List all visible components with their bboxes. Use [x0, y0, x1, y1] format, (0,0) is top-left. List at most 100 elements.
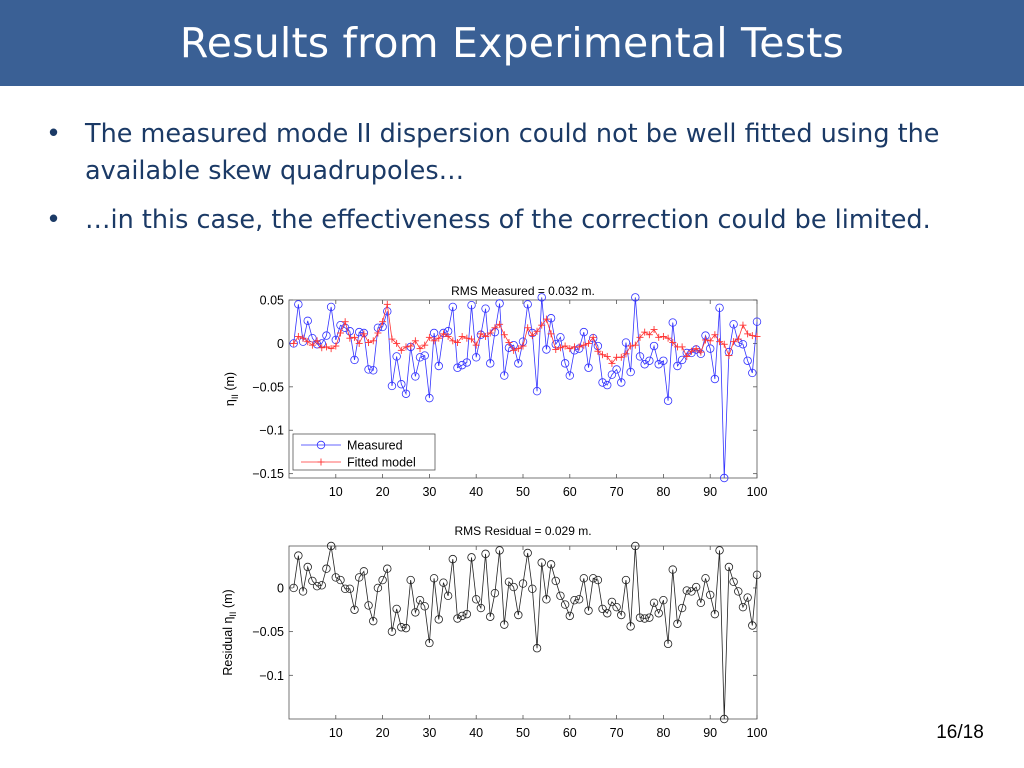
- data-point: [518, 579, 528, 588]
- data-point: [303, 562, 312, 572]
- data-point: [617, 378, 626, 387]
- data-point: [598, 604, 607, 614]
- data-point: [407, 342, 415, 350]
- data-point: [420, 351, 429, 360]
- data-point: [415, 595, 425, 605]
- data-point: [607, 597, 617, 607]
- data-point: [744, 330, 752, 338]
- data-point: [739, 321, 747, 329]
- data-point: [411, 372, 420, 381]
- bullet-list: • The measured mode II dispersion could …: [46, 116, 1006, 251]
- data-point: [622, 350, 630, 358]
- y-tick-label: −0.1: [259, 669, 284, 683]
- data-point: [421, 341, 429, 349]
- data-point: [397, 380, 406, 389]
- data-point: [429, 328, 439, 338]
- data-point: [579, 327, 589, 337]
- bullet-text: The measured mode II dispersion could no…: [85, 119, 940, 186]
- x-tick-label: 90: [703, 485, 717, 499]
- data-point: [584, 363, 593, 372]
- data-point: [635, 613, 645, 622]
- data-point: [322, 564, 331, 573]
- data-point: [514, 359, 523, 368]
- data-point: [443, 591, 453, 601]
- data-point: [659, 595, 668, 605]
- data-point: [416, 345, 424, 353]
- data-point: [355, 327, 364, 337]
- bullet-text: …in this case, the effectiveness of the …: [85, 205, 931, 235]
- data-point: [716, 338, 724, 346]
- x-tick-label: 10: [329, 485, 343, 499]
- data-point: [655, 333, 663, 341]
- data-point: [299, 334, 307, 342]
- data-point: [458, 332, 466, 340]
- data-point: [546, 314, 556, 323]
- data-point: [528, 584, 537, 594]
- data-point: [448, 554, 457, 564]
- data-point: [640, 614, 649, 623]
- data-point: [599, 351, 607, 359]
- data-point: [331, 573, 340, 582]
- data-point: [696, 598, 706, 607]
- data-point: [603, 352, 611, 360]
- data-point: [598, 378, 607, 387]
- data-point: [514, 610, 523, 620]
- data-point: [556, 333, 565, 342]
- data-point: [486, 612, 495, 621]
- data-point: [425, 638, 434, 648]
- data-point: [701, 574, 710, 583]
- data-point: [542, 315, 550, 323]
- data-point: [453, 339, 461, 347]
- data-point: [612, 602, 621, 612]
- x-tick-label: 20: [376, 485, 390, 499]
- data-point: [659, 332, 667, 340]
- slide-title: Results from Experimental Tests: [179, 19, 845, 67]
- data-point: [697, 348, 705, 356]
- bullet-item: • The measured mode II dispersion could …: [46, 116, 1006, 190]
- data-point: [664, 334, 672, 342]
- data-point: [482, 332, 490, 340]
- x-tick-label: 10: [329, 726, 343, 740]
- x-tick-label: 40: [469, 485, 483, 499]
- x-tick-label: 70: [610, 726, 624, 740]
- data-point: [589, 333, 597, 341]
- data-point: [425, 333, 433, 341]
- x-tick-label: 40: [469, 726, 483, 740]
- data-point: [678, 343, 686, 351]
- data-point: [383, 564, 392, 573]
- y-tick-label: −0.1: [259, 424, 284, 438]
- data-point: [453, 614, 462, 623]
- x-tick-label: 20: [376, 726, 390, 740]
- data-point: [351, 333, 359, 341]
- data-point: [570, 595, 579, 605]
- x-tick-label: 80: [656, 485, 670, 499]
- data-point: [341, 318, 349, 326]
- data-point: [715, 546, 724, 555]
- data-point: [289, 339, 298, 348]
- x-tick-label: 30: [422, 485, 436, 499]
- data-point: [364, 601, 373, 610]
- data-point: [528, 332, 536, 340]
- data-point: [317, 581, 326, 590]
- data-point: [720, 714, 729, 724]
- y-tick-label: −0.05: [252, 625, 284, 639]
- data-point: [593, 575, 603, 585]
- data-point: [481, 549, 490, 559]
- data-point: [585, 339, 593, 347]
- data-point: [537, 293, 546, 302]
- data-point: [402, 343, 410, 351]
- data-point: [579, 574, 589, 583]
- legend-marker: [316, 440, 326, 450]
- data-point: [472, 341, 480, 349]
- data-point: [304, 338, 312, 346]
- data-point: [645, 356, 654, 365]
- data-point: [486, 359, 495, 368]
- data-point: [322, 331, 331, 340]
- data-point: [546, 560, 556, 569]
- data-point: [462, 358, 472, 367]
- y-axis-label: ηII (m): [223, 372, 240, 406]
- data-point: [500, 371, 509, 380]
- data-point: [355, 573, 364, 582]
- data-point: [692, 345, 700, 353]
- data-point: [434, 615, 443, 624]
